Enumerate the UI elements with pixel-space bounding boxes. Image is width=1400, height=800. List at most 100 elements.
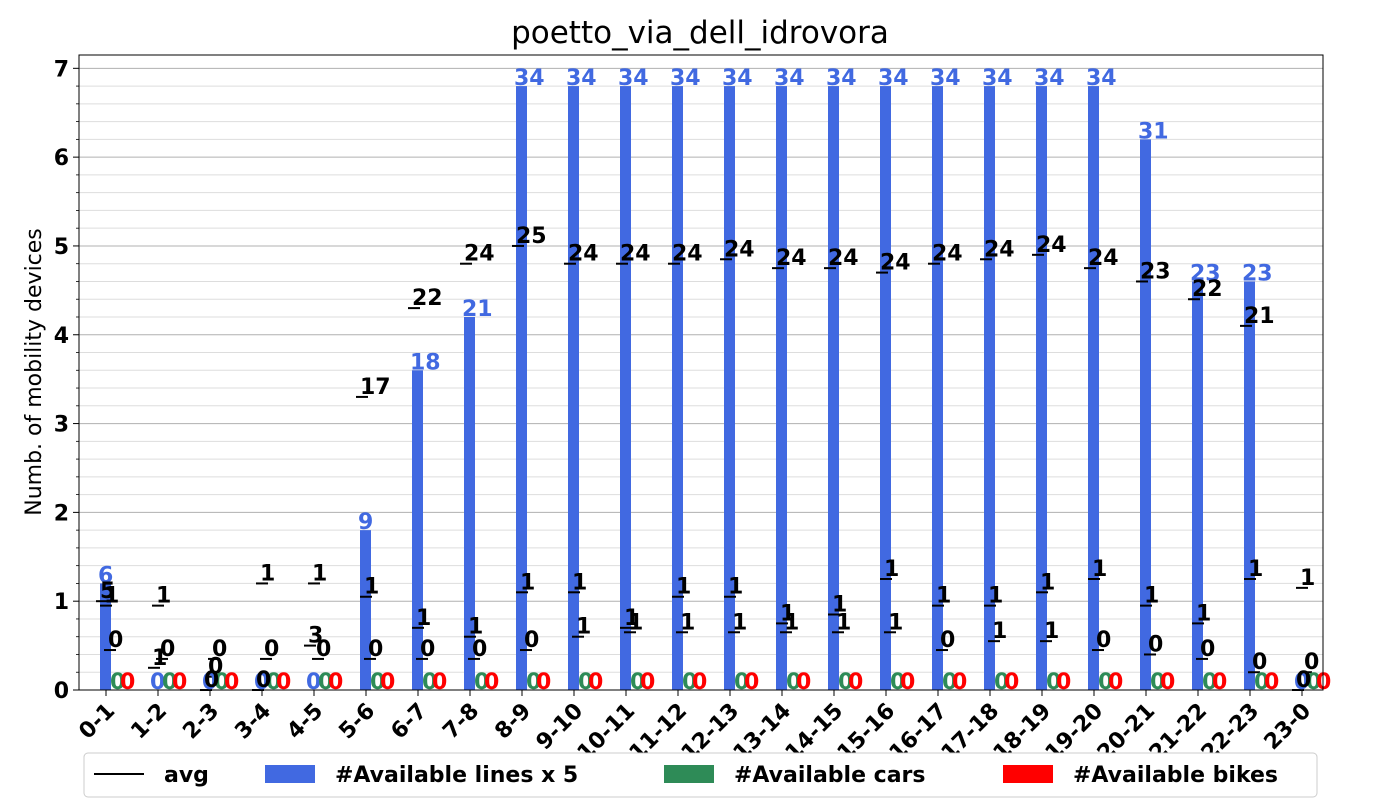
label-avg: 0 <box>256 668 271 693</box>
x-tick-label: 5-6 <box>334 699 380 745</box>
label-lines: 34 <box>722 66 753 91</box>
label-avg: 1 <box>156 584 171 609</box>
label-avg: 24 <box>880 251 911 276</box>
y-tick-label: 1 <box>54 590 69 615</box>
label-avg: 0 <box>1252 650 1267 675</box>
label-avg: 1 <box>936 584 951 609</box>
label-avg: 1 <box>260 561 275 586</box>
label-bikes: 0 <box>848 670 863 695</box>
label-avg: 24 <box>932 242 963 267</box>
label-bikes: 0 <box>900 670 915 695</box>
bar-lines-21-22 <box>1192 281 1203 690</box>
label-avg: 1 <box>992 619 1007 644</box>
label-avg: 1 <box>1300 566 1315 591</box>
label-avg: 1 <box>152 646 167 671</box>
label-lines: 34 <box>670 66 701 91</box>
label-lines: 0 <box>150 670 165 695</box>
label-lines: 23 <box>1242 261 1273 286</box>
label-cars: 0 <box>1098 670 1113 695</box>
label-avg: 0 <box>420 637 435 662</box>
label-lines: 34 <box>1034 66 1065 91</box>
label-cars: 0 <box>526 670 541 695</box>
bar-lines-9-10 <box>568 86 579 690</box>
label-avg: 0 <box>316 637 331 662</box>
bar-lines-7-8 <box>464 316 475 690</box>
label-avg: 1 <box>888 610 903 635</box>
label-lines: 0 <box>1294 670 1309 695</box>
label-lines: 9 <box>358 510 373 535</box>
label-cars: 0 <box>110 670 125 695</box>
label-cars: 0 <box>578 670 593 695</box>
label-avg: 3 <box>308 624 323 649</box>
x-tick-label: 2-3 <box>178 699 224 745</box>
label-bikes: 0 <box>1316 670 1331 695</box>
label-avg: 0 <box>940 628 955 653</box>
label-avg: 0 <box>264 637 279 662</box>
label-avg: 1 <box>1248 557 1263 582</box>
label-bikes: 0 <box>744 670 759 695</box>
label-cars: 0 <box>890 670 905 695</box>
x-tick-label: 8-9 <box>490 699 536 745</box>
label-avg: 0 <box>524 628 539 653</box>
bar-lines-12-13 <box>724 86 735 690</box>
bar-lines-22-23 <box>1244 281 1255 690</box>
bar-lines-16-17 <box>932 86 943 690</box>
y-tick-label: 5 <box>54 235 69 260</box>
label-avg: 1 <box>104 584 119 609</box>
label-avg: 0 <box>208 655 223 680</box>
label-avg: 1 <box>576 615 591 640</box>
label-avg: 24 <box>672 242 703 267</box>
x-tick-label: 7-8 <box>438 699 484 745</box>
label-avg: 24 <box>984 237 1015 262</box>
label-avg: 1 <box>680 610 695 635</box>
label-cars: 0 <box>318 670 333 695</box>
label-bikes: 0 <box>172 670 187 695</box>
bar-lines-8-9 <box>516 86 527 690</box>
bar-lines-10-11 <box>620 86 631 690</box>
y-tick-label: 7 <box>54 57 69 82</box>
label-bikes: 0 <box>224 670 239 695</box>
bar-lines-19-20 <box>1088 86 1099 690</box>
label-lines: 34 <box>878 66 909 91</box>
label-bikes: 0 <box>276 670 291 695</box>
label-avg: 1 <box>416 606 431 631</box>
label-avg: 0 <box>1200 637 1215 662</box>
x-tick-label: 0-1 <box>74 699 120 745</box>
legend-cars-swatch <box>664 765 714 783</box>
plot-area-frame <box>78 54 1324 691</box>
label-cars: 0 <box>1150 670 1165 695</box>
label-lines: 0 <box>202 670 217 695</box>
label-avg: 1 <box>628 610 643 635</box>
label-avg: 1 <box>312 561 327 586</box>
label-avg: 1 <box>780 601 795 626</box>
label-cars: 0 <box>214 670 229 695</box>
avg-lines <box>96 244 1312 691</box>
label-avg: 24 <box>1036 233 1067 258</box>
legend-lines-label: #Available lines x 5 <box>335 763 578 788</box>
label-lines: 34 <box>774 66 805 91</box>
y-tick-label: 4 <box>54 324 69 349</box>
chart-title: poetto_via_dell_idrovora <box>511 15 889 51</box>
label-cars: 0 <box>942 670 957 695</box>
label-lines: 31 <box>1138 119 1169 144</box>
label-cars: 0 <box>1046 670 1061 695</box>
label-lines: 0 <box>254 670 269 695</box>
y-tick-label: 3 <box>54 413 69 438</box>
label-lines: 23 <box>1190 261 1221 286</box>
label-lines: 6 <box>98 563 113 588</box>
label-avg: 0 <box>1296 668 1311 693</box>
label-avg: 24 <box>464 242 495 267</box>
label-avg: 0 <box>1304 650 1319 675</box>
label-cars: 0 <box>422 670 437 695</box>
label-bikes: 0 <box>1056 670 1071 695</box>
label-bikes: 0 <box>952 670 967 695</box>
label-cars: 0 <box>474 670 489 695</box>
x-tick-label: 23-0 <box>1260 699 1317 756</box>
label-bikes: 0 <box>432 670 447 695</box>
label-avg: 1 <box>836 610 851 635</box>
label-bikes: 0 <box>120 670 135 695</box>
label-cars: 0 <box>1254 670 1269 695</box>
legend-bikes-label: #Available bikes <box>1073 763 1278 788</box>
